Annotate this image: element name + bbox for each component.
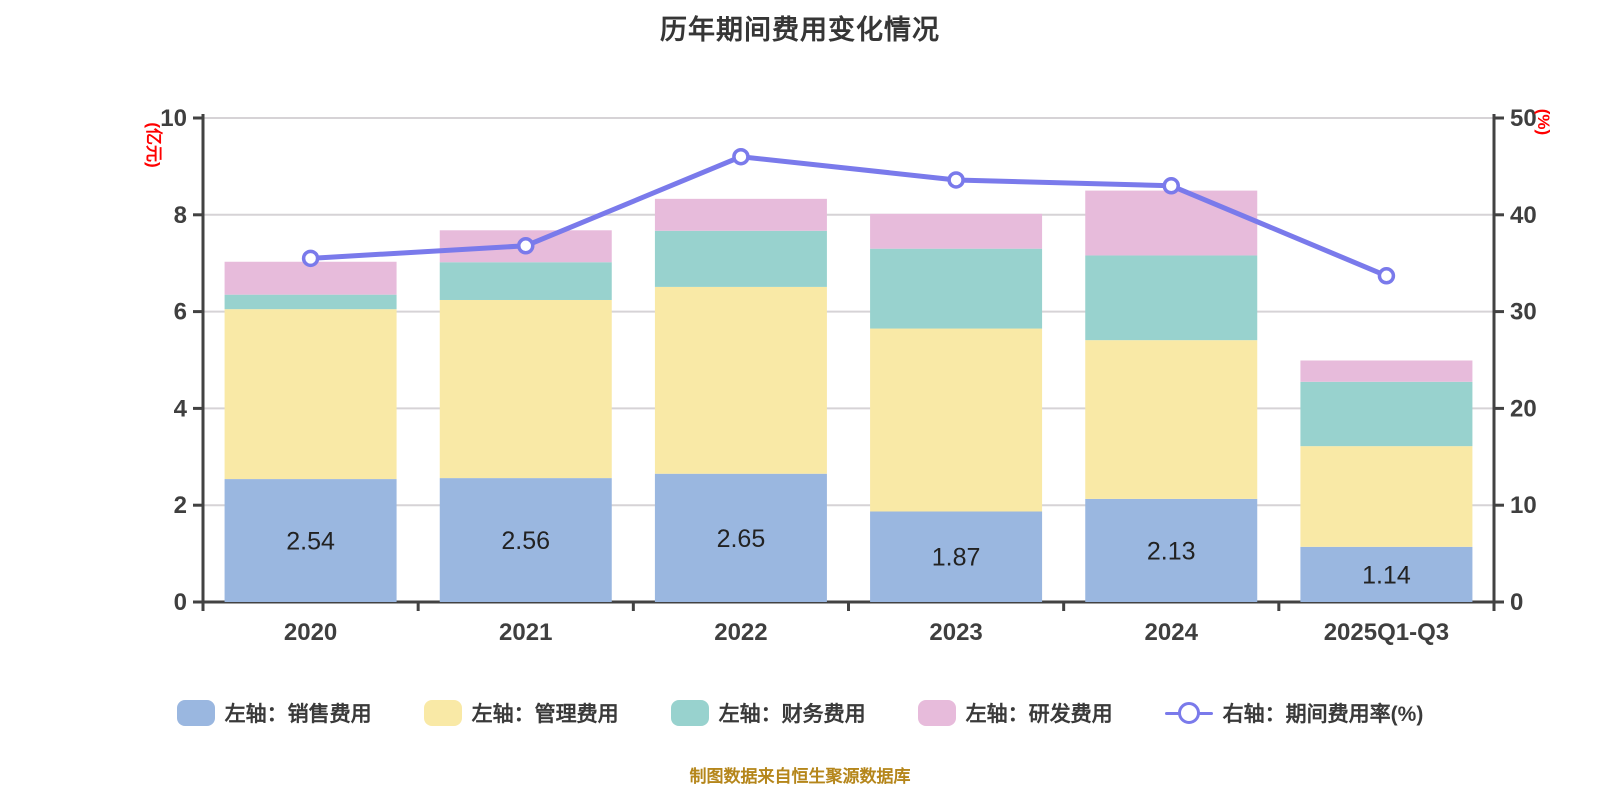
legend-label-expense-rate: 右轴：期间费用率(%) bbox=[1222, 703, 1424, 726]
bar-segment[interactable] bbox=[439, 299, 612, 479]
right-axis-tick-label: 0 bbox=[1510, 589, 1523, 616]
bar-value-label: 1.87 bbox=[932, 544, 981, 572]
bar-value-label: 2.54 bbox=[286, 528, 335, 556]
legend-label-finance: 左轴：财务费用 bbox=[718, 703, 866, 726]
left-axis-tick-label: 2 bbox=[174, 492, 187, 519]
bar-segment[interactable] bbox=[224, 309, 397, 480]
bar-segment[interactable] bbox=[1085, 498, 1258, 602]
bar-segment[interactable] bbox=[1300, 546, 1473, 602]
bar-segment[interactable] bbox=[1085, 255, 1258, 341]
plot-area: 0 2 4 6 8 10 0 10 20 30 40 50 2020 2021 2022 2023 2024 20… bbox=[144, 105, 1553, 646]
x-axis-category-label: 2024 bbox=[1145, 619, 1199, 646]
left-axis-tick-label: 4 bbox=[174, 395, 188, 422]
bar-segment[interactable] bbox=[870, 213, 1043, 249]
bar-segment[interactable] bbox=[870, 248, 1043, 329]
legend-swatch-rd-icon bbox=[917, 700, 956, 726]
bar-segment[interactable] bbox=[1300, 381, 1473, 447]
line-marker[interactable] bbox=[947, 171, 965, 189]
right-axis-tick-label: 40 bbox=[1510, 202, 1537, 229]
x-axis-category-label: 2025Q1-Q3 bbox=[1324, 619, 1449, 646]
data-source-note: 制图数据来自恒生聚源数据库 bbox=[689, 767, 911, 786]
x-axis-category-label: 2021 bbox=[499, 619, 552, 646]
bar-segment[interactable] bbox=[224, 294, 397, 310]
bar-segment[interactable] bbox=[224, 261, 397, 295]
legend-line-dot-icon bbox=[1177, 702, 1200, 724]
bar-segment[interactable] bbox=[224, 479, 397, 602]
left-axis-tick-label: 8 bbox=[174, 202, 187, 229]
left-axis-unit-label: (亿元) bbox=[144, 122, 164, 167]
right-axis-tick-label: 10 bbox=[1510, 492, 1537, 519]
legend-swatch-admin-icon bbox=[423, 700, 462, 726]
bar-segment[interactable] bbox=[439, 478, 612, 602]
legend-swatch-sales-icon bbox=[176, 700, 215, 726]
bar-segment[interactable] bbox=[654, 473, 827, 602]
legend-label-rd: 左轴：研发费用 bbox=[965, 703, 1113, 726]
left-axis-tick-label: 10 bbox=[160, 105, 187, 132]
bar-segment[interactable] bbox=[654, 286, 827, 474]
bar-segment[interactable] bbox=[439, 262, 612, 300]
legend-item-rd-expense[interactable]: 左轴：研发费用 bbox=[917, 698, 1113, 728]
left-axis-tick-label: 0 bbox=[174, 589, 187, 616]
bar-segment[interactable] bbox=[654, 230, 827, 287]
bar-segment[interactable] bbox=[1300, 446, 1473, 547]
bar-value-label: 1.14 bbox=[1362, 561, 1411, 589]
bar-value-label: 2.13 bbox=[1147, 537, 1196, 565]
bar-segment[interactable] bbox=[870, 511, 1043, 602]
legend-label-admin: 左轴：管理费用 bbox=[471, 703, 619, 726]
legend-line-marker-icon bbox=[1164, 700, 1213, 726]
bar-segment[interactable] bbox=[870, 328, 1043, 512]
legend-item-sales-expense[interactable]: 左轴：销售费用 bbox=[176, 698, 372, 728]
chart-title: 历年期间费用变化情况 bbox=[660, 15, 940, 45]
line-marker[interactable] bbox=[1162, 177, 1180, 195]
bar-segment[interactable] bbox=[1300, 360, 1473, 382]
legend-item-admin-expense[interactable]: 左轴：管理费用 bbox=[423, 698, 619, 728]
bar-value-label: 2.56 bbox=[501, 527, 550, 555]
legend-item-finance-expense[interactable]: 左轴：财务费用 bbox=[670, 698, 866, 728]
line-marker[interactable] bbox=[301, 249, 320, 268]
right-axis-tick-label: 20 bbox=[1510, 395, 1537, 422]
x-axis-category-label: 2020 bbox=[284, 619, 337, 646]
line-marker[interactable] bbox=[517, 237, 535, 255]
legend-item-expense-rate[interactable]: 右轴：期间费用率(%) bbox=[1164, 698, 1424, 728]
legend: 左轴：销售费用 左轴：管理费用 左轴：财务费用 左轴：研发费用 右轴：期间费用率… bbox=[0, 698, 1600, 728]
left-axis-tick-label: 6 bbox=[174, 299, 187, 326]
line-marker[interactable] bbox=[732, 147, 750, 166]
bar-segment[interactable] bbox=[1085, 190, 1258, 256]
legend-swatch-finance-icon bbox=[670, 700, 709, 726]
line-marker[interactable] bbox=[1377, 267, 1396, 285]
right-axis-tick-label: 50 bbox=[1510, 105, 1537, 132]
x-axis-category-label: 2022 bbox=[714, 619, 767, 646]
bar-segment[interactable] bbox=[1085, 340, 1258, 499]
bar-value-label: 2.65 bbox=[717, 525, 766, 553]
right-axis-unit-label: (%) bbox=[1534, 109, 1553, 135]
legend-label-sales: 左轴：销售费用 bbox=[224, 703, 372, 726]
bar-segment[interactable] bbox=[654, 198, 827, 231]
rate-line bbox=[308, 154, 1389, 279]
x-axis-category-label: 2023 bbox=[929, 619, 982, 646]
right-axis-tick-label: 30 bbox=[1510, 299, 1537, 326]
